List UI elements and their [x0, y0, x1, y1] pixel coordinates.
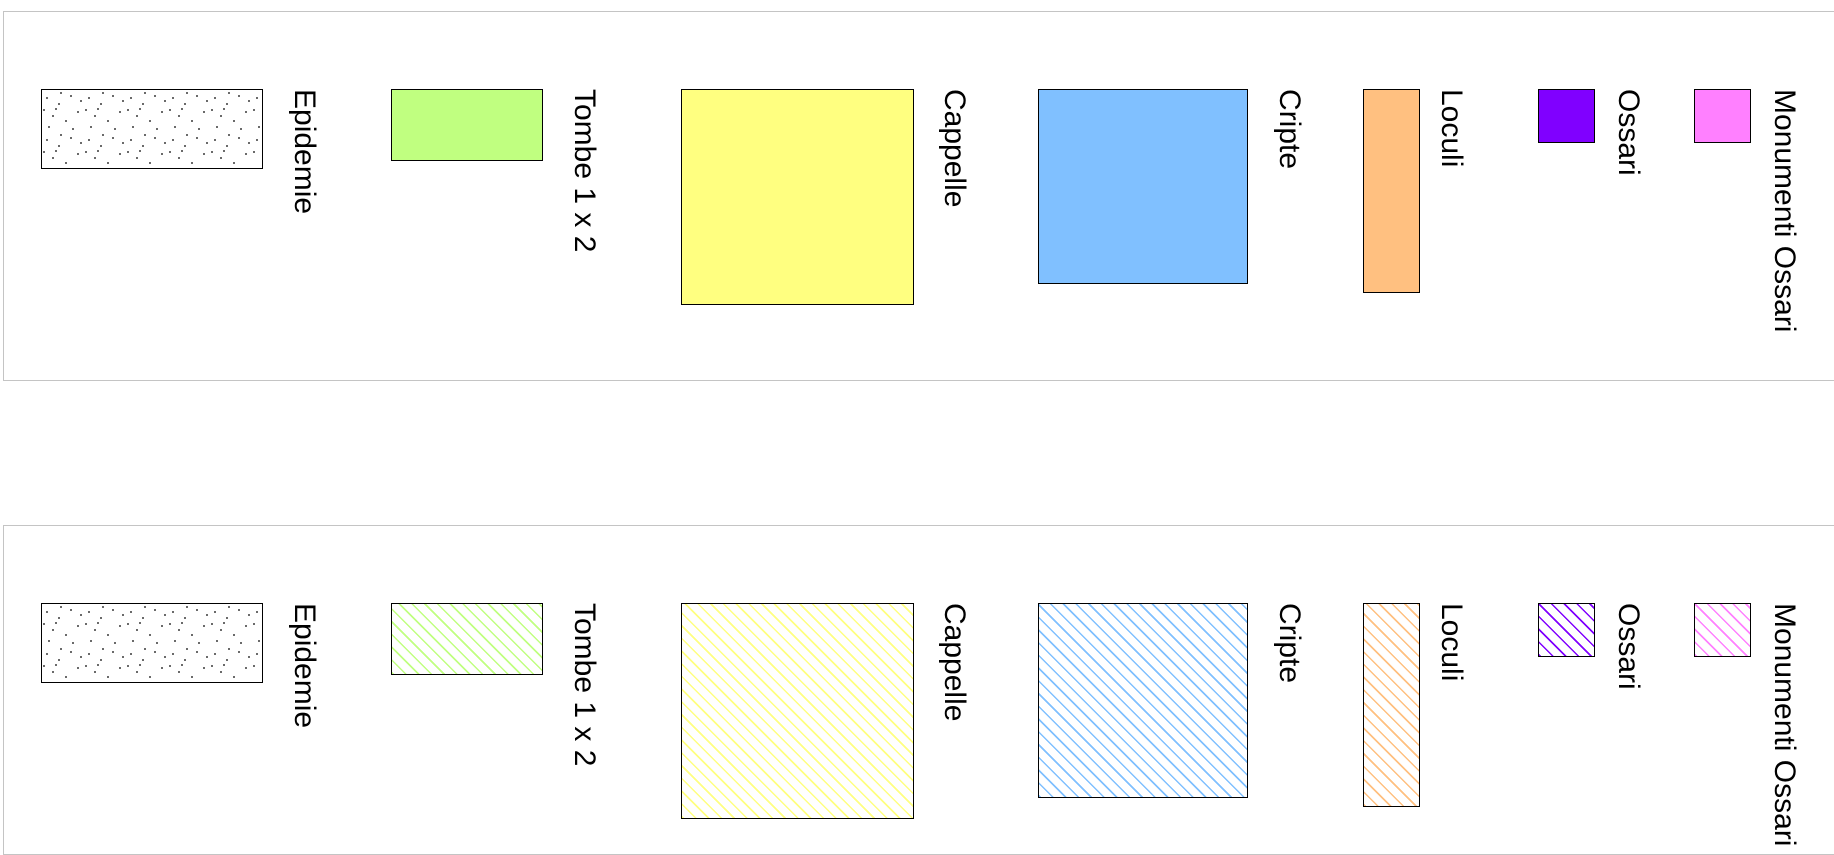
swatch-monumenti-ossari [1694, 603, 1751, 657]
label-monumenti-ossari: Monumenti Ossari [1768, 603, 1801, 847]
swatch-epidemie [41, 603, 263, 683]
swatch-tombe [391, 603, 543, 675]
label-tombe: Tombe 1 x 2 [568, 603, 601, 767]
swatch-ossari [1538, 603, 1595, 657]
swatch-loculi [1363, 603, 1420, 807]
label-epidemie: Epidemie [288, 89, 321, 215]
swatch-monumenti-ossari [1694, 89, 1751, 143]
swatch-cappelle [681, 603, 914, 819]
swatch-tombe [391, 89, 543, 161]
label-cripte: Cripte [1273, 89, 1306, 170]
label-ossari: Ossari [1612, 89, 1645, 176]
label-loculi: Loculi [1435, 89, 1468, 168]
swatch-ossari [1538, 89, 1595, 143]
legend-panel-hatched: Epidemie Tombe 1 x 2 Cappelle Cripte Loc… [3, 525, 1834, 855]
label-loculi: Loculi [1435, 603, 1468, 682]
swatch-cripte [1038, 89, 1248, 284]
label-cappelle: Cappelle [938, 603, 971, 722]
swatch-epidemie [41, 89, 263, 169]
swatch-loculi [1363, 89, 1420, 293]
label-epidemie: Epidemie [288, 603, 321, 729]
swatch-cappelle [681, 89, 914, 305]
label-cappelle: Cappelle [938, 89, 971, 208]
swatch-cripte [1038, 603, 1248, 798]
label-tombe: Tombe 1 x 2 [568, 89, 601, 253]
label-monumenti-ossari: Monumenti Ossari [1768, 89, 1801, 333]
label-cripte: Cripte [1273, 603, 1306, 684]
label-ossari: Ossari [1612, 603, 1645, 690]
legend-panel-solid: Epidemie Tombe 1 x 2 Cappelle Cripte Loc… [3, 11, 1834, 381]
